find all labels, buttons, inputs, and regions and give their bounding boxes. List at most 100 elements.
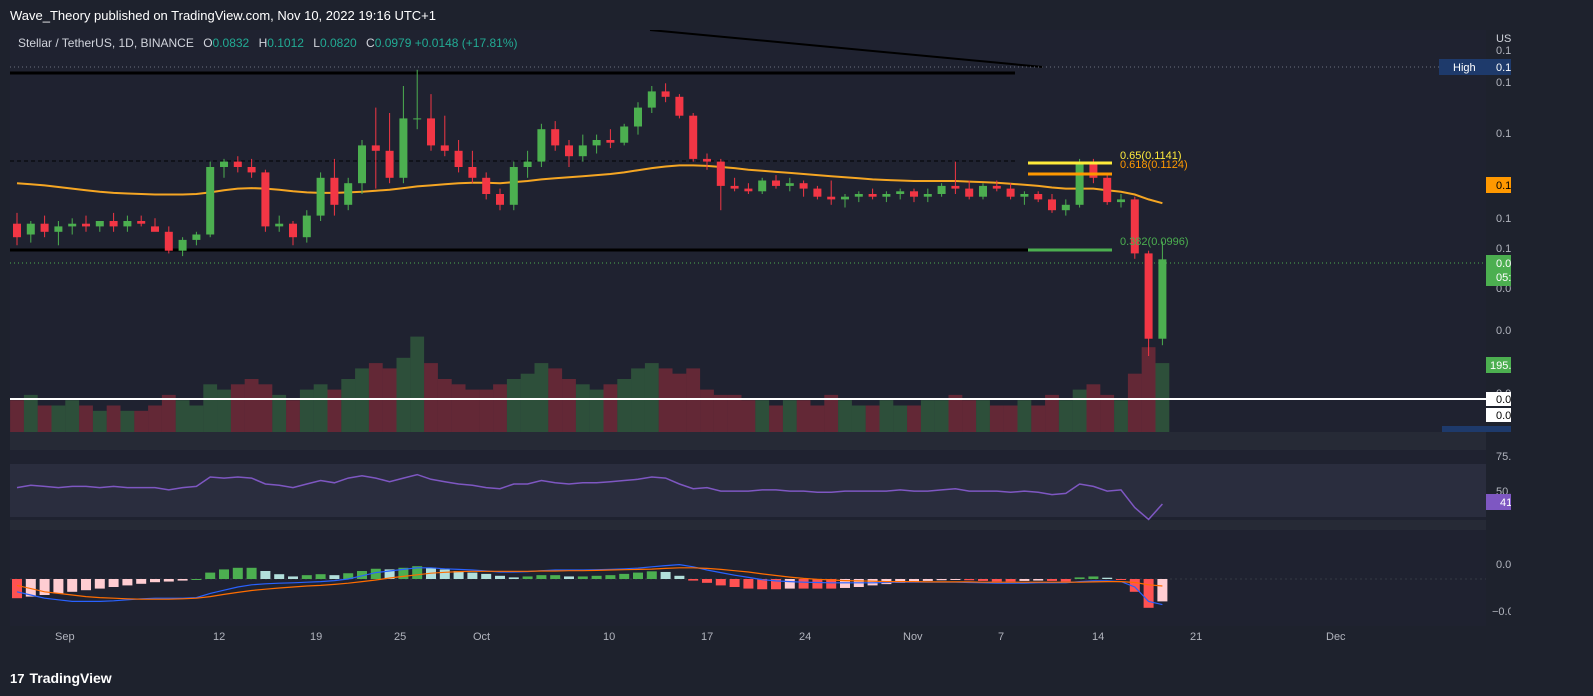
volume-bar <box>272 394 287 432</box>
macd-histogram-bar <box>646 571 657 579</box>
volume-bar <box>1141 347 1156 432</box>
fib-0382-label: 0.382(0.0996) <box>1120 236 1189 248</box>
candle-body <box>289 223 297 238</box>
macd-histogram-bar <box>108 579 119 587</box>
macd-histogram-bar <box>53 579 64 594</box>
candle-body <box>565 145 573 157</box>
candle-body <box>358 145 366 184</box>
macd-histogram-bar <box>412 566 423 579</box>
ohlc-legend: Stellar / TetherUS, 1D, BINANCE O0.0832 … <box>18 36 518 50</box>
volume-bar <box>534 363 549 432</box>
time-label: 10 <box>603 631 615 643</box>
candle-body <box>1130 199 1139 254</box>
candle-body <box>1089 161 1098 178</box>
macd-histogram-bar <box>453 571 464 579</box>
macd-histogram-bar <box>771 579 781 590</box>
macd-histogram-bar <box>922 579 933 581</box>
macd-histogram-bar <box>1060 579 1071 582</box>
fib-065-label: 0.65(0.1141) <box>1120 150 1182 162</box>
macd-histogram-bar <box>550 575 561 579</box>
macd-histogram-bar <box>1088 576 1099 579</box>
volume-bar <box>10 400 24 432</box>
macd-histogram-bar <box>301 575 312 579</box>
volume-bar <box>410 336 425 432</box>
volume-bar <box>1114 400 1128 432</box>
time-label: 12 <box>213 631 225 643</box>
time-label: 21 <box>1190 631 1202 643</box>
volume-bar <box>907 405 921 432</box>
volume-bar <box>424 363 438 432</box>
candle-body <box>647 91 656 108</box>
candle-body <box>95 221 104 227</box>
macd-histogram-bar <box>936 579 947 581</box>
volume-bar <box>217 389 231 432</box>
volume-bar <box>355 368 369 432</box>
macd-histogram-bar <box>315 574 326 579</box>
volume-bar <box>741 400 756 432</box>
macd-histogram-bar <box>357 571 367 579</box>
volume-bar <box>755 400 770 432</box>
macd-histogram-bar <box>812 579 823 589</box>
macd-histogram-bar <box>260 571 271 579</box>
candle-body <box>730 185 739 189</box>
candle-body <box>413 118 422 120</box>
candle-body <box>1006 188 1015 197</box>
volume-bar <box>603 384 618 432</box>
macd-histogram-bar <box>481 573 492 579</box>
volume-bar <box>989 405 1004 432</box>
candle-body <box>330 177 339 205</box>
volume-bar <box>727 394 742 432</box>
volume-bar <box>1017 400 1032 432</box>
candle-body <box>164 231 173 251</box>
low-badge-bg <box>1486 426 1543 432</box>
macd-histogram-bar <box>729 579 740 587</box>
volume-bar <box>672 373 687 432</box>
volume-bar <box>686 368 701 432</box>
candle-body <box>592 140 601 146</box>
volume-bar <box>631 368 645 432</box>
candle-body <box>992 185 1001 189</box>
macd-histogram-bar <box>384 569 395 579</box>
candle-body <box>1061 204 1070 211</box>
macd-histogram-bar <box>122 579 133 586</box>
volume-bar <box>37 405 52 432</box>
candle-body <box>537 129 546 162</box>
candle-body <box>399 118 408 178</box>
volume-bar <box>1086 384 1101 432</box>
candle-body <box>151 226 159 232</box>
volume-bar <box>769 405 783 432</box>
volume-bar <box>327 389 342 432</box>
open-key: O <box>203 36 213 50</box>
volume-bar <box>286 400 300 432</box>
macd-histogram-bar <box>536 575 547 579</box>
volume-bar <box>437 379 452 432</box>
descending-trendline[interactable] <box>649 29 1044 68</box>
macd-histogram-bar <box>978 579 988 581</box>
candle-body <box>882 194 891 197</box>
macd-histogram-bar <box>205 572 216 579</box>
time-axis[interactable]: Sep 12 19 25 Oct 10 17 24 Nov 7 14 21 De… <box>55 631 1346 643</box>
candle-body <box>178 239 187 251</box>
macd-histogram-bar <box>715 579 726 586</box>
volume-bar <box>1127 373 1142 432</box>
tradingview-logo[interactable]: 17 TradingView <box>10 670 112 686</box>
macd-pane[interactable] <box>10 530 1486 626</box>
countdown-value: 05:43:05 <box>1496 272 1511 284</box>
volume-bar <box>796 400 811 432</box>
price-pane[interactable] <box>10 30 1486 432</box>
macd-histogram-bar <box>840 579 850 588</box>
close-value: 0.0979 <box>374 36 412 50</box>
volume-bar <box>713 394 728 432</box>
volume-bar <box>824 394 839 432</box>
chart-area[interactable]: 0.65(0.1141) 0.618(0.1124) 0.382(0.0996)… <box>10 26 1543 660</box>
chart-svg[interactable]: 0.65(0.1141) 0.618(0.1124) 0.382(0.0996)… <box>10 26 1543 660</box>
volume-bar <box>203 384 218 432</box>
volume-bar <box>189 405 204 432</box>
macd-histogram-bar <box>39 579 50 595</box>
volume-bar <box>1045 394 1059 432</box>
volume-badge-value: 195.121M <box>1490 360 1511 372</box>
volume-bar <box>575 384 590 432</box>
rsi-tick: 75.00 <box>1496 451 1511 463</box>
macd-histogram-bar <box>136 579 147 584</box>
candle-body <box>896 191 905 194</box>
